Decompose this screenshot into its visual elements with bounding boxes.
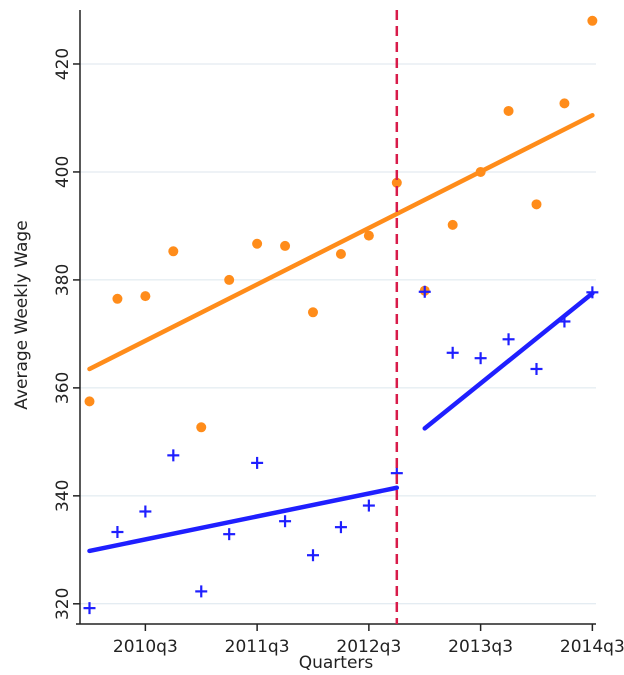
y-tick-label: 360: [53, 372, 73, 404]
data-point-plus: [446, 346, 459, 359]
data-point-plus: [111, 526, 124, 539]
data-point-plus: [195, 585, 208, 598]
x-tick-label: 2011q3: [225, 637, 290, 657]
data-point-plus: [502, 333, 515, 346]
y-tick-label: 420: [53, 48, 73, 80]
data-point-dot: [196, 422, 207, 433]
data-point-dot: [503, 105, 514, 116]
data-point-dot: [140, 291, 151, 302]
axes: [73, 10, 596, 631]
y-tick-label: 320: [53, 588, 73, 620]
data-points: [83, 15, 599, 615]
data-point-dot: [587, 15, 598, 26]
data-point-plus: [418, 285, 431, 298]
data-point-dot: [252, 238, 263, 249]
data-point-dot: [224, 274, 235, 285]
fit-line: [422, 291, 595, 431]
data-point-dot: [363, 230, 374, 241]
data-point-plus: [530, 362, 543, 375]
data-point-plus: [558, 315, 571, 328]
data-point-dot: [475, 166, 486, 177]
fit-line: [87, 485, 400, 554]
data-point-plus: [83, 602, 96, 615]
data-point-plus: [167, 449, 180, 462]
data-point-dot: [559, 98, 570, 109]
data-point-plus: [279, 515, 292, 528]
tick-labels: 320 340 360 380 400 420 2010q3 2011q3 2012q3 2013…: [53, 48, 624, 657]
data-point-dot: [391, 177, 402, 188]
data-point-dot: [307, 307, 318, 318]
data-point-plus: [362, 499, 375, 512]
data-point-plus: [139, 505, 152, 518]
fit-line: [87, 113, 595, 372]
y-axis-title: Average Weekly Wage: [12, 220, 32, 409]
data-point-plus: [306, 549, 319, 562]
data-point-dot: [280, 240, 291, 251]
data-point-dot: [112, 293, 123, 304]
data-point-plus: [251, 456, 264, 469]
x-tick-label: 2010q3: [113, 637, 178, 657]
y-tick-label: 380: [53, 264, 73, 296]
data-point-dot: [335, 249, 346, 259]
x-tick-label: 2013q3: [448, 637, 513, 657]
data-point-dot: [84, 396, 95, 407]
gridlines: [80, 63, 596, 605]
x-axis-title: Quarters: [299, 653, 374, 673]
fit-lines: [87, 113, 595, 554]
data-point-dot: [447, 219, 458, 230]
y-tick-label: 400: [53, 156, 73, 188]
data-point-dot: [531, 199, 542, 210]
y-tick-label: 340: [53, 480, 73, 512]
x-tick-label: 2014q3: [560, 637, 624, 657]
data-point-plus: [474, 352, 487, 365]
data-point-plus: [334, 521, 347, 534]
data-point-dot: [168, 246, 179, 257]
x-tick-label: 2012q3: [336, 637, 401, 657]
data-point-plus: [586, 286, 599, 299]
data-point-plus: [223, 528, 236, 541]
